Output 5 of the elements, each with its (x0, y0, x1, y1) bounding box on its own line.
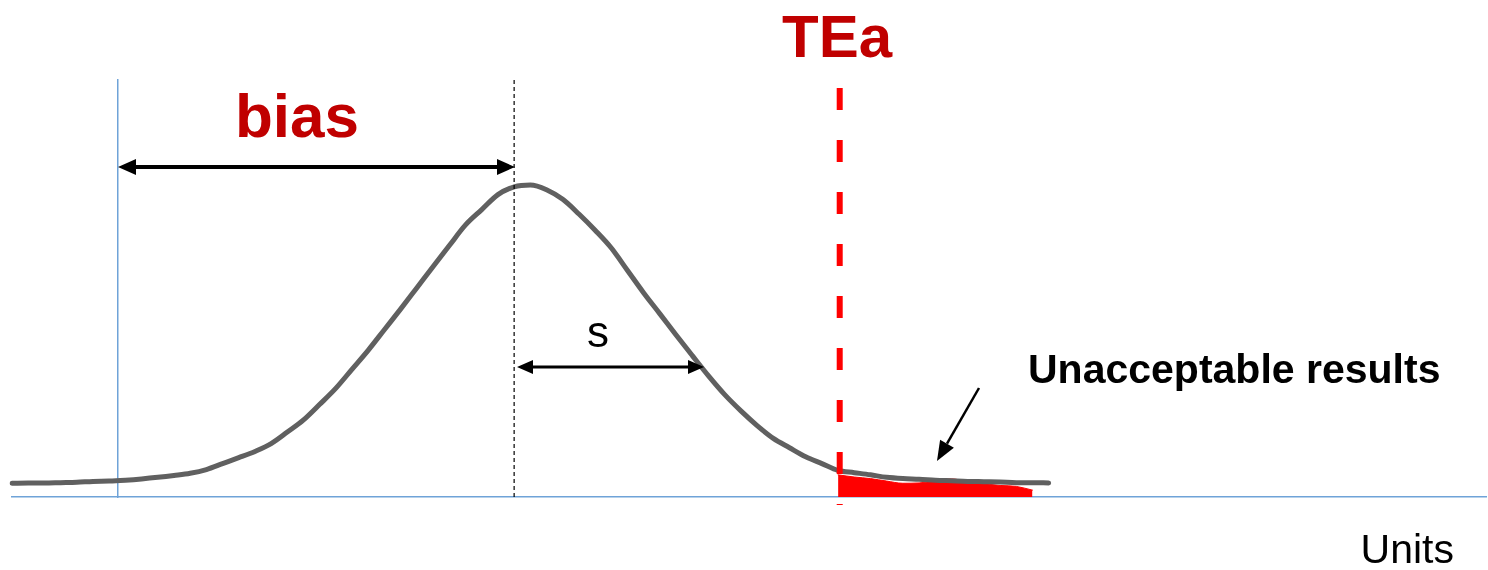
text: TEa (781, 3, 893, 70)
annotation: Unacceptable results (1028, 346, 1441, 392)
annotation: s (587, 307, 609, 356)
x-axis-title: Units (1360, 526, 1454, 570)
text: bias (234, 81, 360, 150)
